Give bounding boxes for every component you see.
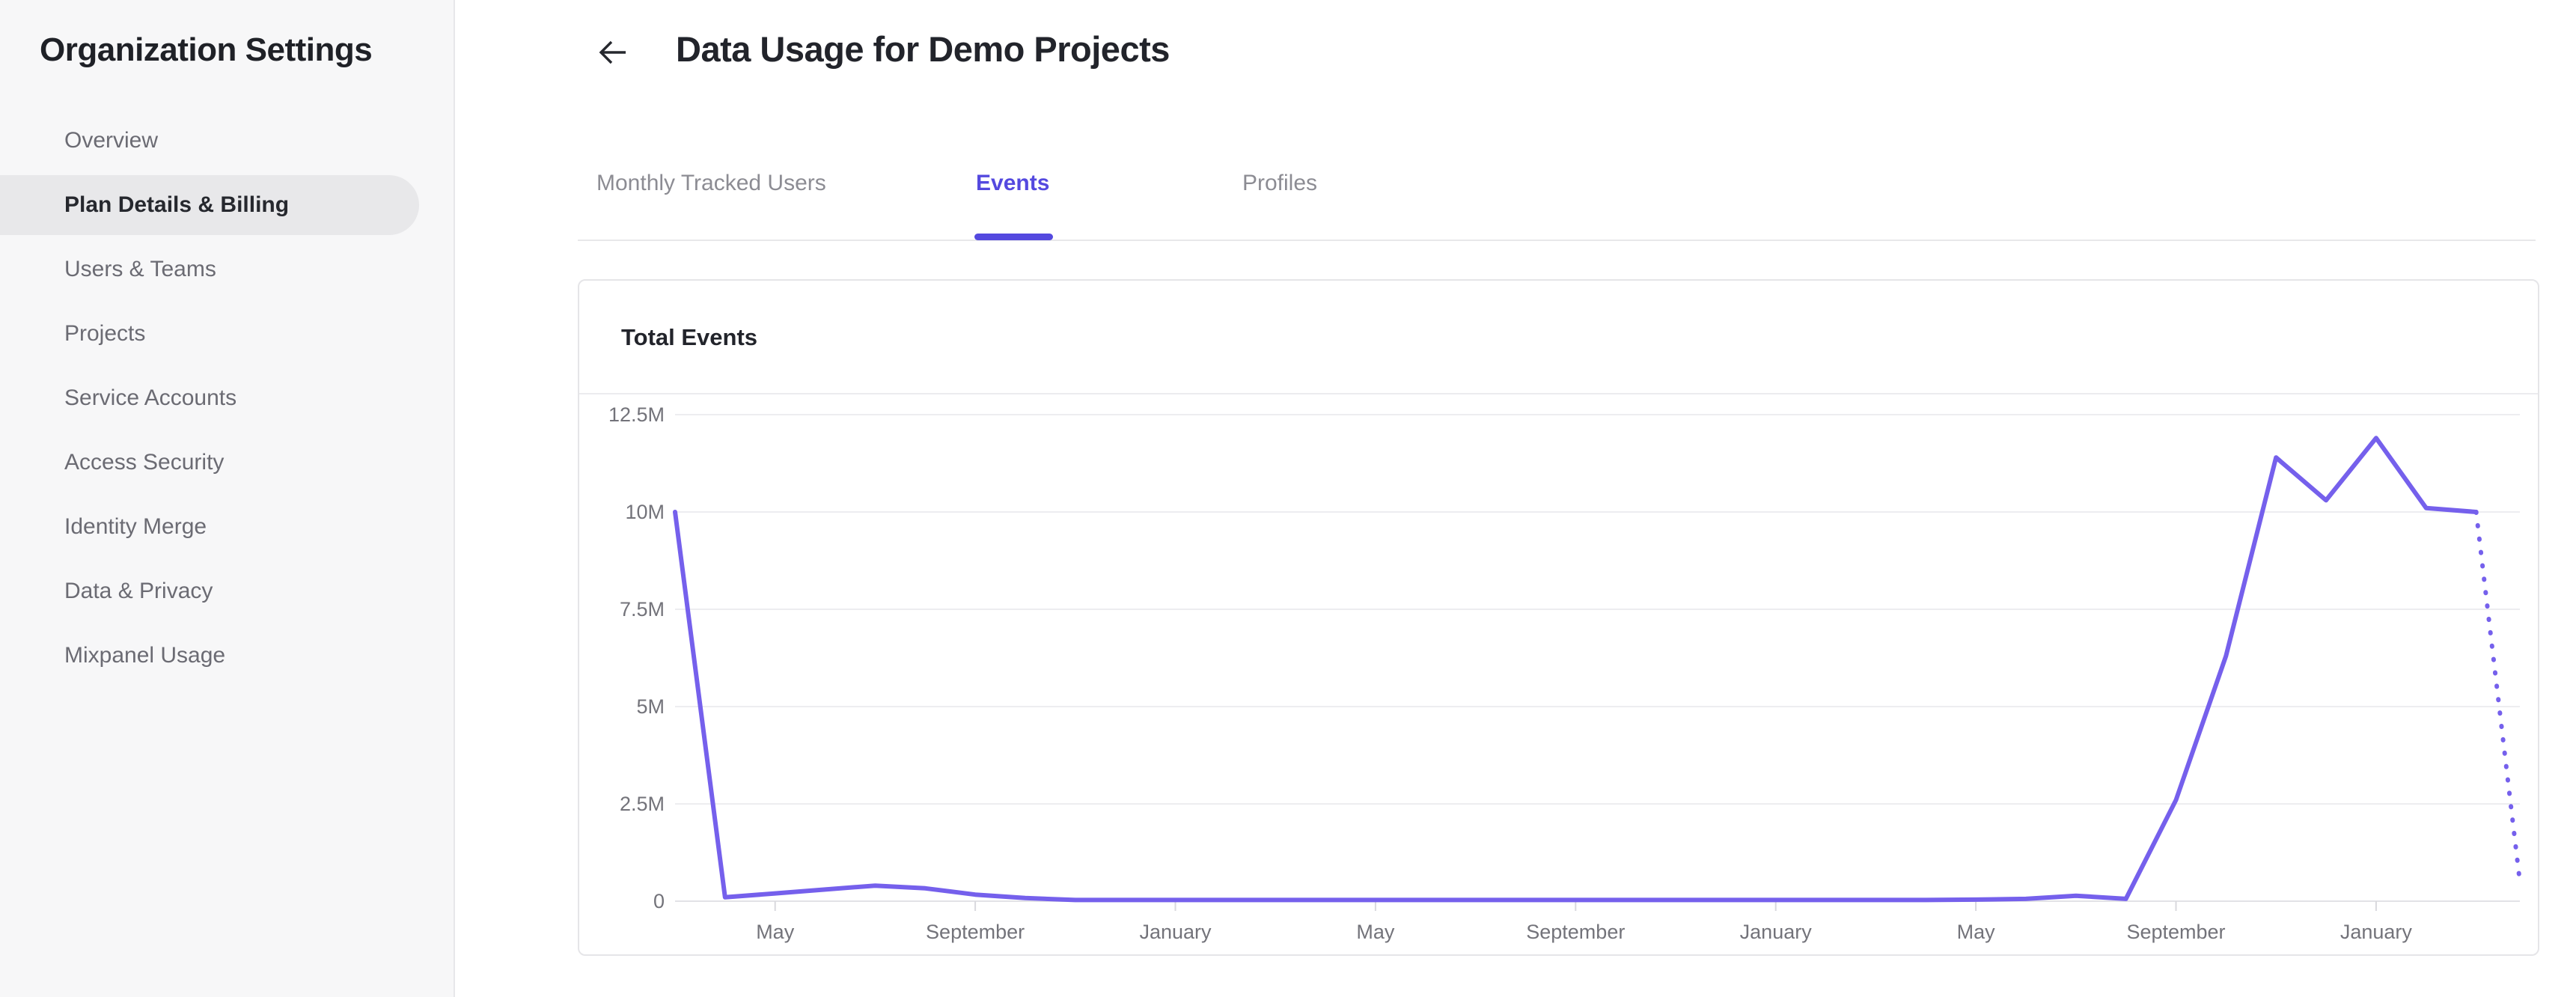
total-events-chart: 0 2.5M 5M 7.5M 10M 12.5M May September January Ma… <box>608 403 2522 943</box>
chart-area: 0 2.5M 5M 7.5M 10M 12.5M May September January Ma… <box>579 394 2538 954</box>
sidebar-item-users-teams[interactable]: Users & Teams <box>64 257 216 281</box>
back-arrow-icon <box>599 40 626 64</box>
sidebar-item-overview[interactable]: Overview <box>64 128 159 153</box>
svg-text:September: September <box>926 921 1025 943</box>
svg-text:January: January <box>1139 921 1212 943</box>
svg-text:May: May <box>1356 921 1395 943</box>
svg-text:0: 0 <box>653 890 665 912</box>
sidebar-item-projects[interactable]: Projects <box>64 321 146 346</box>
sidebar-item-service-accounts[interactable]: Service Accounts <box>64 385 237 410</box>
total-events-card: Total Events 0 2.5M 5M 7.5M 10M 12.5M May Septe… <box>578 279 2539 956</box>
svg-text:January: January <box>1740 921 1813 943</box>
tab-profiles[interactable]: Profiles <box>1242 171 1318 195</box>
svg-text:2.5M: 2.5M <box>620 793 665 815</box>
sidebar-item-mixpanel-usage[interactable]: Mixpanel Usage <box>64 643 226 668</box>
sidebar-title: Organization Settings <box>40 31 373 68</box>
organization-settings-sidebar: Organization Settings Overview Plan Deta… <box>0 0 455 997</box>
sidebar-item-access-security[interactable]: Access Security <box>64 450 225 475</box>
active-tab-underline <box>974 234 1053 240</box>
page-title: Data Usage for Demo Projects <box>676 29 1170 69</box>
svg-text:7.5M: 7.5M <box>620 598 665 621</box>
svg-text:5M: 5M <box>636 695 665 718</box>
svg-text:10M: 10M <box>625 501 665 523</box>
card-header: Total Events <box>579 281 2538 394</box>
svg-text:January: January <box>2340 921 2413 943</box>
back-button[interactable] <box>595 34 631 70</box>
tab-monthly-tracked-users[interactable]: Monthly Tracked Users <box>596 171 826 195</box>
svg-text:12.5M: 12.5M <box>608 403 665 426</box>
sidebar-item-identity-merge[interactable]: Identity Merge <box>64 514 207 539</box>
usage-tabbar: Monthly Tracked Users Events Profiles <box>578 150 2536 241</box>
tab-events[interactable]: Events <box>976 171 1050 195</box>
sidebar-item-plan-details-billing[interactable]: Plan Details & Billing <box>0 175 419 235</box>
svg-text:May: May <box>1957 921 1996 943</box>
svg-text:May: May <box>756 921 795 943</box>
card-title: Total Events <box>621 324 758 350</box>
sidebar-nav: Overview Plan Details & Billing Users & … <box>0 111 455 690</box>
svg-text:September: September <box>2126 921 2225 943</box>
sidebar-item-data-privacy[interactable]: Data & Privacy <box>64 579 213 603</box>
svg-text:September: September <box>1526 921 1625 943</box>
